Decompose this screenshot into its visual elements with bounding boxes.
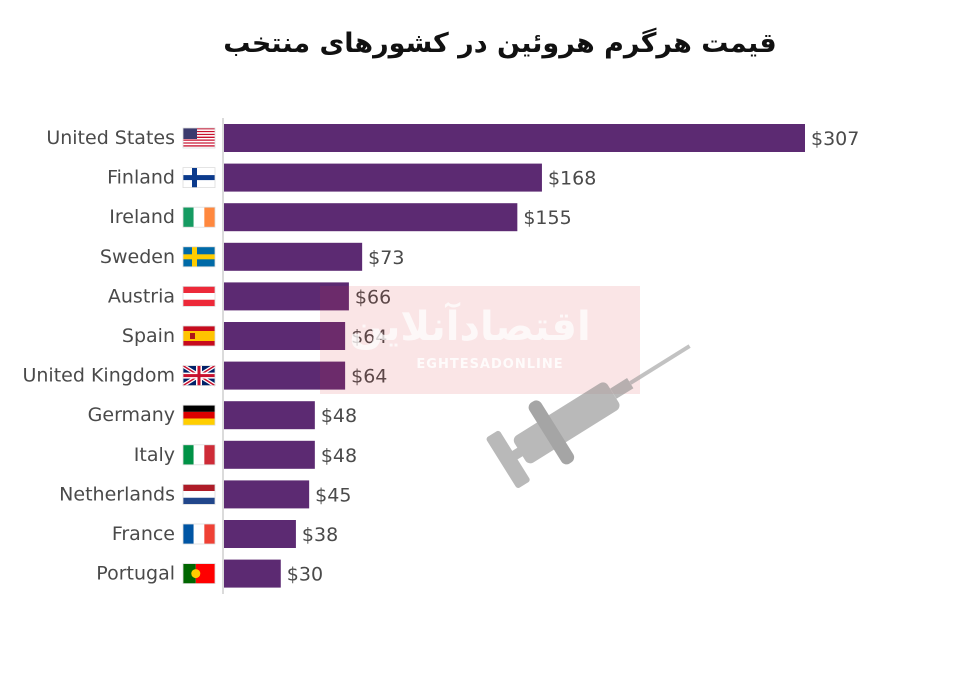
bar — [224, 282, 349, 311]
data-label: $155 — [523, 207, 571, 229]
at-flag-icon — [182, 285, 216, 307]
chart-title: قیمت هرگرم هروئین در کشورهای منتخب — [223, 28, 777, 59]
data-label: $64 — [351, 366, 387, 388]
watermark: اقتصادآنلاین EGHTESADONLINE — [320, 286, 691, 488]
category-label: Ireland — [109, 206, 175, 228]
data-label: $64 — [351, 326, 387, 348]
category-label: Portugal — [96, 563, 175, 585]
data-label: $168 — [548, 168, 596, 190]
watermark-text-en: EGHTESADONLINE — [416, 357, 563, 372]
data-label: $38 — [302, 524, 338, 546]
watermark-background — [320, 286, 640, 394]
category-label: United States — [46, 127, 175, 149]
bar — [224, 242, 363, 271]
category-label: Spain — [122, 325, 175, 347]
bar — [224, 401, 315, 430]
nl-flag-icon — [182, 483, 216, 505]
it-flag-icon — [182, 444, 216, 466]
bar — [224, 124, 805, 152]
syringe-icon — [486, 344, 691, 488]
bar — [224, 163, 542, 192]
category-label: Germany — [88, 404, 175, 426]
pt-flag-icon — [182, 563, 216, 584]
gb-flag-icon — [181, 363, 217, 388]
se-flag-icon — [182, 246, 216, 268]
bar — [224, 520, 296, 548]
de-flag-icon — [182, 404, 216, 426]
fi-flag-icon — [182, 167, 216, 189]
data-label: $45 — [315, 484, 351, 506]
category-label: France — [112, 523, 175, 545]
bar — [224, 440, 315, 469]
data-label: $48 — [321, 405, 357, 427]
bar — [224, 203, 518, 232]
data-label: $48 — [321, 445, 357, 467]
bar — [224, 559, 281, 588]
bar — [224, 480, 310, 509]
data-label: $30 — [287, 564, 323, 586]
bars-layer: United States $307 Finland $168 Ireland $155 S… — [22, 124, 859, 588]
ie-flag-icon — [182, 206, 216, 228]
category-label: United Kingdom — [22, 365, 175, 387]
category-label: Austria — [108, 285, 175, 307]
data-label: $66 — [355, 286, 391, 308]
category-label: Finland — [107, 167, 175, 189]
data-label: $73 — [368, 247, 404, 269]
es-flag-icon — [182, 325, 216, 347]
data-label: $307 — [811, 128, 859, 150]
category-label: Italy — [134, 444, 175, 466]
us-flag-icon — [182, 127, 216, 149]
bar — [224, 361, 346, 390]
category-label: Netherlands — [59, 483, 175, 505]
watermark-text-fa: اقتصادآنلاین — [349, 301, 590, 350]
category-label: Sweden — [100, 246, 175, 268]
fr-flag-icon — [182, 523, 216, 545]
bar — [224, 322, 346, 350]
